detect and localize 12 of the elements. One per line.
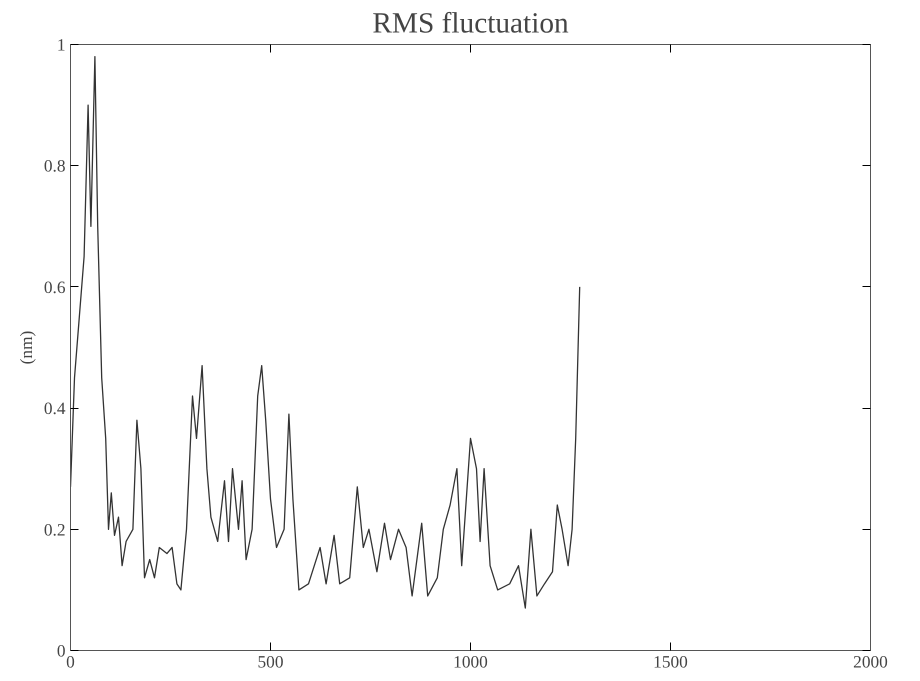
y-tick-label: 0.6 [44, 278, 66, 297]
x-tick-label: 1500 [653, 652, 688, 672]
line-series [70, 56, 580, 609]
x-tick-label: 500 [258, 652, 284, 672]
y-tick-label: 1 [56, 36, 66, 54]
chart-title: RMS fluctuation [372, 8, 569, 40]
y-tick-label: 0.2 [44, 520, 66, 540]
y-tick-label: 0.8 [44, 156, 66, 176]
x-tick-label: 1000 [453, 652, 488, 672]
x-tick-label: 2000 [853, 652, 888, 672]
y-tick-label: 0.4 [44, 399, 66, 418]
y-axis-title: (nm) [16, 330, 36, 364]
